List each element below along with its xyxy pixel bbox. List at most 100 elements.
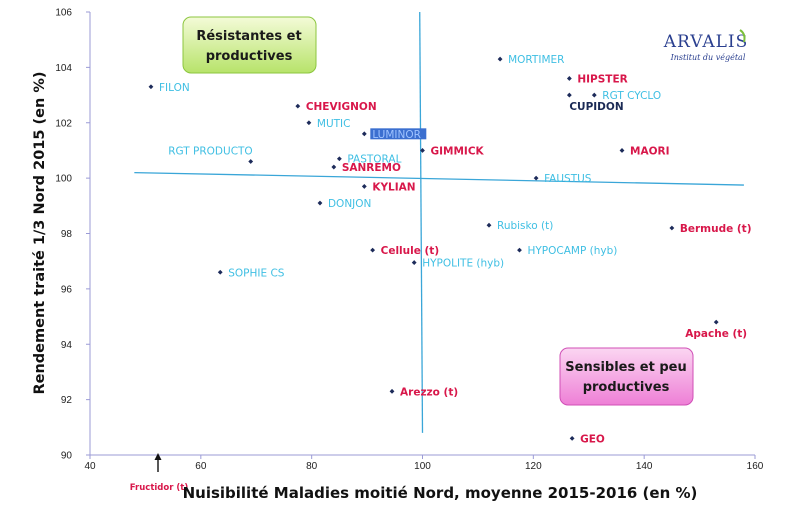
point-marker: [389, 388, 395, 394]
point-label: Arezzo (t): [400, 386, 458, 398]
point-marker: [295, 103, 301, 109]
arvalis-logo: ARVALIS Institut du végétal: [663, 29, 749, 62]
point-donjon: DONJON: [317, 198, 371, 210]
point-label: CHEVIGNON: [306, 101, 377, 113]
point-label: CUPIDON: [569, 101, 623, 113]
point-marker: [713, 319, 719, 325]
point-label: MORTIMER: [508, 54, 564, 66]
vertical-reference-line: [419, 11, 424, 433]
y-tick-label: 102: [55, 118, 72, 129]
point-geo: GEO: [569, 433, 605, 445]
point-marker: [336, 156, 342, 162]
point-label: PASTORAL: [347, 154, 401, 166]
point-gimmick: GIMMICK: [420, 145, 485, 157]
point-label: GIMMICK: [431, 145, 485, 157]
reference-lines: [134, 11, 744, 433]
quadrant-box-sensitive-line2: productives: [583, 380, 670, 395]
point-marker: [533, 175, 539, 181]
point-pastoral: PASTORAL: [336, 154, 402, 166]
point-label: HYPOCAMP (hyb): [527, 245, 617, 257]
point-marker: [619, 148, 625, 153]
point-marker: [569, 435, 575, 441]
point-label: SOPHIE CS: [228, 267, 285, 279]
point-kylian: KYLIAN: [361, 181, 416, 193]
point-hipster: HIPSTER: [566, 73, 628, 85]
y-tick-label: 94: [61, 340, 73, 351]
point-hypolite-hyb: HYPOLITE (hyb): [411, 258, 504, 270]
y-tick-label: 90: [61, 451, 73, 462]
point-apache-t: Apache (t): [685, 319, 747, 340]
point-cupidon: CUPIDON: [566, 92, 624, 113]
x-axis-title: Nuisibilité Maladies moitié Nord, moyenn…: [183, 484, 698, 502]
point-rubisko-t: Rubisko (t): [486, 220, 553, 232]
point-marker: [566, 92, 572, 98]
point-filon: FILON: [148, 82, 190, 94]
point-marker: [669, 225, 675, 231]
point-label: Apache (t): [685, 328, 747, 340]
y-tick-label: 100: [55, 174, 72, 185]
point-marker: [420, 148, 425, 153]
point-rgt-producto: RGT PRODUCTO: [168, 146, 254, 164]
y-tick-label: 104: [55, 63, 72, 74]
point-luminor: LUMINOR: [361, 128, 427, 141]
x-tick-label: 140: [636, 461, 653, 472]
y-tick-label: 92: [61, 395, 73, 406]
x-tick-label: 40: [84, 461, 96, 472]
point-mutic: MUTIC: [306, 118, 350, 130]
horizontal-reference-line: [134, 171, 744, 186]
point-marker: [486, 222, 492, 228]
quadrant-box-sensitive-line1: Sensibles et peu: [565, 360, 686, 375]
point-marker: [331, 164, 337, 170]
y-tick-labels: 90 92 94 96 98 100 102 104 106: [55, 8, 90, 462]
point-mortimer: MORTIMER: [497, 54, 564, 66]
x-tick-label: 120: [525, 461, 542, 472]
point-sanremo: SANREMO: [331, 162, 401, 174]
fructidor-marker: Fructidor (t): [130, 453, 188, 493]
quadrant-box-resistant-line2: productives: [206, 49, 293, 64]
point-bermude-t: Bermude (t): [669, 223, 752, 235]
point-label: LUMINOR: [372, 129, 421, 141]
point-label: Cellule (t): [381, 245, 440, 257]
point-label: FAUSTUS: [544, 173, 592, 185]
y-tick-label: 98: [61, 229, 73, 240]
y-tick-label: 106: [55, 8, 72, 19]
point-label: FILON: [159, 82, 190, 94]
point-maori: MAORI: [619, 145, 670, 157]
point-label: Bermude (t): [680, 223, 752, 235]
point-marker: [306, 120, 312, 126]
point-marker: [591, 92, 597, 98]
point-label: MAORI: [630, 145, 670, 157]
point-label: HYPOLITE (hyb): [422, 258, 504, 270]
point-faustus: FAUSTUS: [533, 173, 592, 185]
point-arezzo-t: Arezzo (t): [389, 386, 458, 398]
point-label: MUTIC: [317, 118, 351, 130]
x-tick-label: 100: [414, 461, 431, 472]
point-label: SANREMO: [342, 162, 401, 174]
point-label: RGT CYCLO: [602, 90, 661, 102]
point-sophie-cs: SOPHIE CS: [217, 267, 285, 279]
point-marker: [317, 200, 323, 206]
point-label: KYLIAN: [372, 181, 415, 193]
x-tick-labels: 40 60 80 100 120 140 160: [84, 455, 764, 472]
x-tick-label: 80: [306, 461, 318, 472]
point-marker: [361, 184, 367, 189]
quadrant-box-resistant-line1: Résistantes et: [196, 29, 301, 44]
point-marker: [370, 247, 376, 253]
point-marker: [148, 84, 154, 90]
x-tick-label: 60: [195, 461, 207, 472]
point-chevignon: CHEVIGNON: [295, 101, 377, 113]
point-marker: [497, 56, 503, 62]
x-tick-label: 160: [747, 461, 764, 472]
point-label-highlight: [370, 128, 427, 140]
quadrant-box-resistant: Résistantes et productives: [182, 16, 317, 74]
point-cellule-t: Cellule (t): [370, 245, 439, 257]
point-hypocamp-hyb: HYPOCAMP (hyb): [517, 245, 617, 257]
point-label: RGT PRODUCTO: [168, 146, 252, 158]
point-label: GEO: [580, 433, 605, 445]
point-marker: [566, 76, 572, 81]
point-marker: [517, 247, 522, 253]
logo-main-text: ARVALIS: [663, 32, 749, 52]
point-rgt-cyclo: RGT CYCLO: [591, 90, 661, 102]
